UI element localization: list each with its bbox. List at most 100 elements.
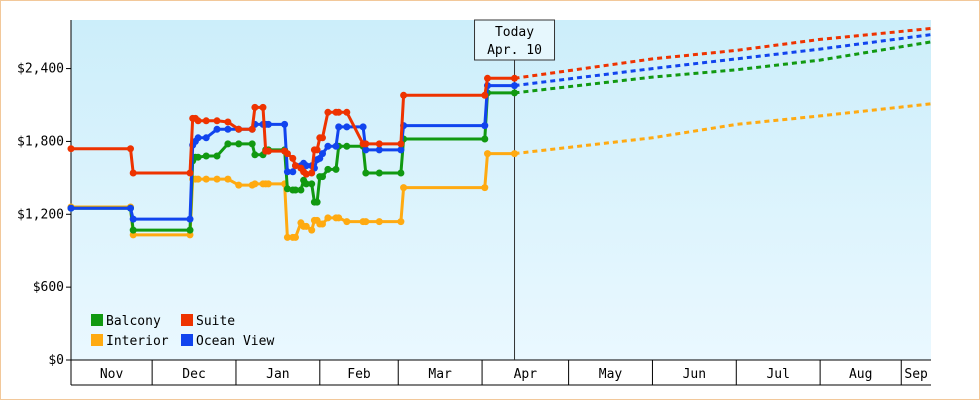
data-point-interior [400,184,408,192]
data-point-interior [186,231,194,239]
data-point-suite [400,91,408,99]
data-point-suite [251,103,259,111]
series-suite [67,27,932,178]
data-point-suite [324,108,332,116]
data-point-balcony [292,186,299,194]
data-point-ocean-view [224,125,232,133]
data-point-interior [292,233,299,241]
x-tick-label-feb: Feb [347,367,371,382]
data-point-suite [292,162,299,170]
x-tick-label-sep: Sep [904,367,928,382]
data-point-interior [335,214,343,222]
data-point-suite [397,140,405,148]
legend-swatch-suite [181,314,193,326]
data-point-suite [375,140,383,148]
data-point-interior [375,218,383,226]
data-point-balcony [397,169,405,177]
y-tick-label: $0 [48,353,64,368]
series-forecast-interior [514,102,932,156]
data-point-balcony [251,151,259,159]
series-forecast-ocean-view [514,33,932,88]
data-point-balcony [511,89,518,97]
legend-label-ocean-view: Ocean View [196,334,274,349]
data-point-interior [194,175,202,183]
legend-swatch-ocean-view [181,334,193,346]
today-label-box [474,19,556,61]
data-point-suite [248,125,256,133]
series-forecast-balcony [514,40,932,95]
data-point-suite [213,117,221,125]
data-point-ocean-view [481,122,489,130]
data-point-balcony [202,152,210,160]
data-point-balcony [235,140,243,148]
data-point-suite [335,108,343,116]
data-point-ocean-view [283,168,291,176]
data-point-suite [202,117,210,125]
data-point-interior [481,184,489,192]
data-point-balcony [313,198,321,206]
data-point-suite [313,146,321,154]
legend: Balcony Interior Suite Ocean View [91,314,274,349]
data-point-balcony [302,180,310,188]
data-point-suite [362,140,370,148]
x-tick-label-apr: Apr [514,367,538,382]
data-point-ocean-view [362,146,370,154]
y-tick-label: $2,400 [17,62,64,77]
x-tick-label-nov: Nov [100,367,124,382]
data-point-interior [308,226,316,234]
data-point-balcony [481,135,489,143]
data-point-suite [308,169,316,177]
data-point-suite [129,169,137,177]
data-point-interior [397,218,405,226]
data-point-ocean-view [511,82,518,90]
x-tick-label-may: May [599,367,623,382]
data-point-balcony [129,226,137,234]
x-tick-label-jan: Jan [266,367,289,382]
data-point-ocean-view [332,142,340,150]
data-point-interior [484,150,491,158]
data-point-balcony [283,185,291,193]
data-point-ocean-view [281,120,289,128]
data-point-suite [302,170,310,178]
x-tick-label-jul: Jul [766,367,789,382]
data-point-balcony [362,169,370,177]
data-point-balcony [308,180,316,188]
data-point-balcony [248,140,256,148]
data-point-interior [251,180,259,188]
data-point-balcony [319,173,326,181]
data-point-interior [362,218,370,226]
data-point-ocean-view [289,168,297,176]
data-point-ocean-view [213,125,221,133]
data-point-ocean-view [186,215,194,223]
data-point-ocean-view [202,134,210,142]
data-point-interior [264,180,272,188]
plot-area [71,20,931,360]
data-point-ocean-view [129,215,137,223]
data-point-interior [324,214,332,222]
data-point-suite [481,91,489,99]
data-point-interior [213,175,221,183]
data-point-ocean-view [319,150,326,158]
data-point-interior [235,181,243,189]
x-tick-label-dec: Dec [182,367,205,382]
data-point-suite [194,117,202,125]
data-point-balcony [297,186,305,194]
data-point-suite [224,118,232,126]
x-tick-label-aug: Aug [849,367,872,382]
data-point-interior [319,220,326,228]
x-tick-label-jun: Jun [683,367,706,382]
data-point-suite [511,74,518,82]
data-point-suite [67,145,75,153]
data-point-balcony [186,226,194,234]
data-point-suite [235,125,243,133]
y-axis: $0 $600 $1,200 $1,800 $2,400 [17,20,72,385]
data-point-interior [511,150,518,158]
data-point-interior [129,231,137,239]
x-tick-label-mar: Mar [428,367,452,382]
data-point-suite [127,145,134,153]
data-point-suite [343,108,351,116]
data-point-ocean-view [194,134,202,142]
data-point-interior [224,175,232,183]
y-tick-label: $1,200 [17,207,64,222]
